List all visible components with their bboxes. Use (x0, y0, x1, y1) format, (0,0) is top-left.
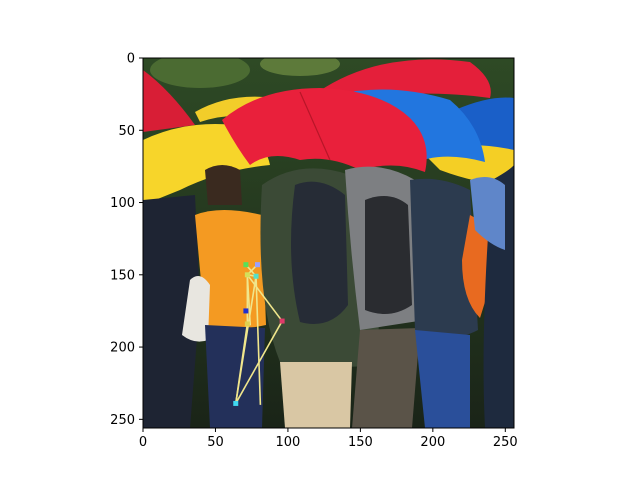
skeleton-limb (234, 276, 257, 404)
y-tick-label: 150 (110, 268, 135, 283)
skeleton-limb (246, 274, 283, 322)
skeleton-limb (246, 274, 252, 326)
x-axis: 0 50 100 150 200 250 (139, 428, 518, 450)
backpack-grey (365, 196, 412, 314)
keypoint-marker (233, 400, 239, 406)
red-umbrella-top (318, 59, 491, 100)
keypoint-marker (253, 273, 259, 279)
pose-overlay (233, 262, 285, 406)
keypoint-marker (244, 272, 250, 278)
skeleton-limb (255, 276, 262, 405)
blue-umbrella-right (455, 97, 514, 160)
y-tick-label: 50 (118, 124, 135, 139)
white-bag (182, 276, 210, 342)
x-tick-label: 150 (348, 435, 373, 450)
axes-frame (142, 57, 515, 429)
x-tick-label: 50 (207, 435, 224, 450)
red-umbrella-center (222, 88, 427, 172)
y-tick-label: 100 (110, 196, 135, 211)
keypoint-marker (243, 262, 249, 268)
beige-trousers (280, 362, 352, 428)
keypoint-marker (254, 262, 260, 268)
backpack-dark (291, 181, 348, 324)
keypoint-marker (244, 321, 250, 327)
x-tick-label: 0 (139, 435, 147, 450)
x-tick-label: 100 (276, 435, 301, 450)
person-right-blue (410, 178, 478, 338)
keypoint-marker (243, 308, 249, 314)
x-tick-label: 250 (493, 435, 518, 450)
jeans-left (205, 325, 265, 428)
photo (143, 58, 514, 428)
person-left-dark (143, 195, 200, 428)
red-umbrella-top-left (143, 70, 195, 132)
y-tick-label: 0 (127, 52, 135, 67)
keypoint-marker (279, 318, 285, 324)
y-axis: 0 50 100 150 200 250 (110, 52, 143, 428)
y-tick-label: 200 (110, 341, 135, 356)
x-tick-label: 200 (420, 435, 445, 450)
y-tick-label: 250 (110, 413, 135, 428)
